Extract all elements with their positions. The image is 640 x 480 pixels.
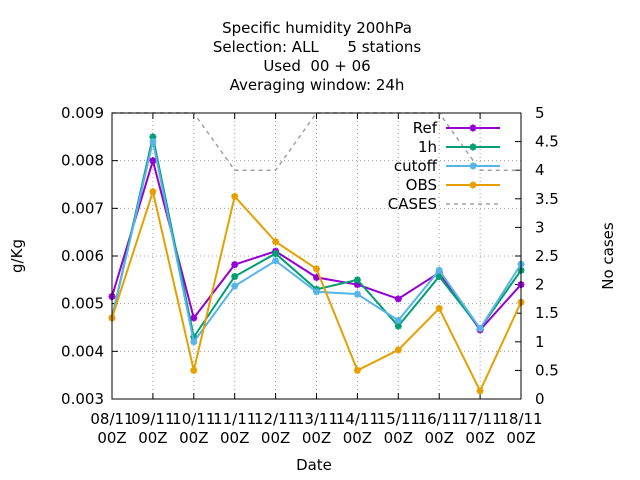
x-axis-label: Date (296, 456, 332, 474)
data-point (353, 290, 361, 298)
x-tick-label-time: 00Z (220, 429, 249, 447)
series-cutoff (108, 138, 525, 346)
data-point (190, 314, 198, 322)
data-point (313, 288, 320, 296)
y2-tick-label: 2.5 (535, 247, 559, 265)
x-tick-label: 11/11 (213, 410, 256, 428)
data-point (435, 266, 443, 274)
data-point (313, 273, 320, 281)
y-tick-label: 0.007 (61, 199, 104, 217)
data-point (231, 282, 239, 290)
plot-frame (111, 112, 522, 400)
chart-title: Specific humidity 200hPa Selection: ALL … (213, 19, 421, 94)
legend-label: OBS (406, 176, 437, 194)
legend-marker (469, 143, 477, 151)
y-tick-label: 0.008 (61, 152, 104, 170)
y-tick-label: 0.005 (61, 295, 104, 313)
series-cases (112, 112, 521, 171)
data-point (353, 281, 361, 289)
x-tick-label-time: 00Z (506, 429, 535, 447)
x-tick-label: 10/11 (172, 410, 215, 428)
y-tick-label: 0.004 (61, 342, 104, 360)
x-tick-label: 08/11 (90, 410, 133, 428)
title-line-1: Specific humidity 200hPa (222, 19, 412, 37)
x-tick-label: 12/11 (254, 410, 297, 428)
y2-tick-label: 0.5 (535, 361, 559, 379)
series-group (108, 112, 525, 395)
x-tick-label: 18/11 (499, 410, 542, 428)
data-point (149, 138, 157, 146)
x-tick-label-time: 00Z (261, 429, 290, 447)
y2-tick-label: 4.5 (535, 133, 559, 151)
legend-marker (469, 124, 477, 132)
x-tick-label-time: 00Z (384, 429, 413, 447)
y-axis-label: g/Kg (8, 239, 26, 273)
y2-tick-label: 3 (535, 218, 545, 236)
data-point (476, 324, 484, 332)
data-point (231, 261, 239, 269)
data-point (231, 192, 239, 200)
legend-label: Ref (413, 119, 438, 137)
data-point (353, 276, 361, 284)
data-point (272, 250, 280, 258)
legend-label: CASES (388, 195, 437, 213)
y-tick-label: 0.009 (61, 104, 104, 122)
y-axis-ticks: 0.003 0.004 0.005 0.006 0.007 0.008 0.009 (61, 104, 118, 408)
x-tick-label-time: 00Z (343, 429, 372, 447)
data-point (149, 133, 157, 141)
data-point (394, 346, 402, 354)
x-tick-label-time: 00Z (302, 429, 331, 447)
data-point (190, 338, 198, 346)
data-point (394, 295, 402, 303)
grid-lines (112, 113, 521, 399)
y2-tick-label: 0 (535, 390, 545, 408)
x-tick-label: 17/11 (458, 410, 501, 428)
y2-tick-label: 2 (535, 276, 545, 294)
data-point (272, 238, 280, 246)
legend-marker (469, 162, 477, 170)
y2-tick-label: 3.5 (535, 190, 559, 208)
data-point (272, 257, 280, 265)
y-tick-label: 0.006 (61, 247, 104, 265)
x-tick-label-time: 00Z (97, 429, 126, 447)
data-point (435, 304, 443, 312)
title-line-2: Selection: ALL 5 stations (213, 38, 421, 56)
data-point (394, 316, 402, 324)
legend-label: cutoff (394, 157, 438, 175)
data-point (353, 366, 361, 374)
y2-tick-label: 4 (535, 161, 545, 179)
x-tick-label: 09/11 (131, 410, 174, 428)
series-line (112, 112, 521, 171)
x-tick-label-time: 00Z (465, 429, 494, 447)
title-line-3: Used 00 + 06 (263, 57, 370, 75)
data-point (313, 265, 320, 273)
y2-tick-label: 1.5 (535, 304, 559, 322)
x-tick-label: 15/11 (377, 410, 420, 428)
data-point (149, 188, 157, 196)
y2-axis-label: No cases (599, 222, 617, 290)
y-tick-label: 0.003 (61, 390, 104, 408)
x-tick-label: 13/11 (295, 410, 338, 428)
x-tick-label-time: 00Z (425, 429, 454, 447)
x-axis-ticks: 08/1100Z09/1100Z10/1100Z11/1100Z12/1100Z… (90, 113, 543, 447)
y2-tick-label: 1 (535, 333, 545, 351)
legend-label: 1h (418, 138, 437, 156)
legend-marker (469, 181, 477, 189)
data-point (190, 366, 198, 374)
x-tick-label-time: 00Z (179, 429, 208, 447)
data-point (476, 387, 484, 395)
y2-tick-label: 5 (535, 104, 545, 122)
title-line-4: Averaging window: 24h (230, 76, 405, 94)
data-point (394, 322, 402, 330)
x-tick-label: 16/11 (418, 410, 461, 428)
x-tick-label-time: 00Z (138, 429, 167, 447)
data-point (435, 272, 443, 280)
data-point (231, 272, 239, 280)
data-point (149, 157, 157, 165)
y2-axis-ticks: 0 0.5 1 1.5 2 2.5 3 3.5 4 4.5 5 (515, 104, 559, 408)
x-tick-label: 14/11 (336, 410, 379, 428)
